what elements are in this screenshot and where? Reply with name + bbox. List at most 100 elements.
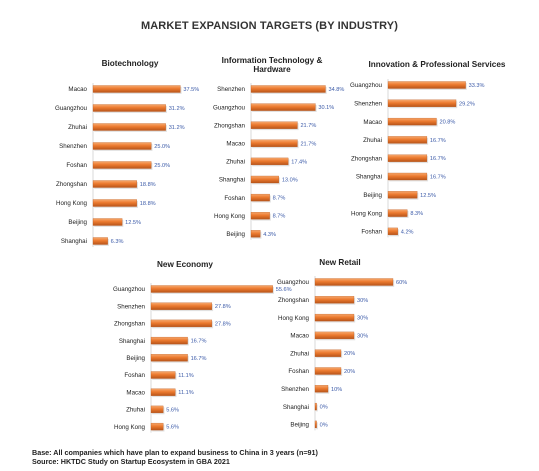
- bar: [150, 371, 176, 379]
- bar: [92, 104, 166, 112]
- value-label: 11.1%: [178, 390, 193, 396]
- value-label: 30.1%: [318, 105, 334, 111]
- bar: [387, 227, 398, 236]
- value-label: 18.8%: [140, 182, 156, 188]
- value-label: 5.6%: [166, 425, 179, 431]
- category-label: Beijing: [290, 422, 309, 429]
- category-label: Shanghai: [219, 177, 245, 184]
- bar: [150, 422, 164, 431]
- category-label: Shanghai: [119, 338, 145, 345]
- value-label: 6.3%: [111, 239, 124, 245]
- chart-panel-2: Information Technology & Hardware Shenzhen…: [213, 56, 344, 240]
- category-label: Zhongshan: [56, 181, 88, 188]
- bar: [250, 139, 298, 147]
- category-label: Zhuhai: [226, 159, 245, 166]
- bar-shadow: [316, 422, 318, 430]
- bar: [387, 81, 466, 89]
- category-label: Macao: [290, 333, 309, 340]
- value-label: 0%: [320, 405, 328, 411]
- value-label: 4.3%: [263, 232, 276, 238]
- bar: [314, 385, 329, 393]
- category-label: Macao: [226, 141, 245, 148]
- category-label: Beijing: [226, 231, 245, 238]
- category-label: Guangzhou: [113, 286, 146, 293]
- bar: [250, 85, 326, 93]
- category-label: Zhuhai: [68, 124, 87, 131]
- bar: [314, 367, 342, 375]
- value-label: 37.5%: [183, 87, 199, 93]
- value-label: 30%: [357, 316, 368, 322]
- value-label: 16.7%: [430, 175, 446, 181]
- bar: [92, 199, 137, 207]
- category-label: Guangzhou: [55, 105, 88, 112]
- value-label: 55.6%: [276, 287, 292, 293]
- value-label: 31.2%: [169, 106, 185, 112]
- panel-title: New Economy: [157, 260, 213, 269]
- value-label: 29.2%: [459, 101, 475, 107]
- value-label: 16.7%: [430, 156, 446, 162]
- bar: [387, 99, 457, 107]
- bar: [387, 154, 428, 162]
- value-label: 20.8%: [439, 120, 455, 126]
- bar: [387, 191, 418, 199]
- bar: [314, 331, 355, 340]
- category-label: Foshan: [66, 162, 87, 169]
- value-label: 17.4%: [291, 159, 307, 165]
- bar: [92, 161, 152, 169]
- category-label: Foshan: [224, 195, 245, 202]
- category-label: Zhuhai: [363, 137, 382, 144]
- bar: [150, 388, 176, 396]
- category-label: Hong Kong: [214, 213, 246, 220]
- bar: [250, 193, 270, 202]
- value-label: 0%: [320, 422, 328, 428]
- category-label: Hong Kong: [56, 200, 88, 207]
- category-label: Foshan: [361, 229, 382, 236]
- value-label: 8.7%: [273, 214, 286, 220]
- category-label: Shanghai: [61, 238, 87, 245]
- value-label: 12.5%: [420, 193, 436, 199]
- category-label: Guangzhou: [350, 82, 383, 89]
- category-label: Macao: [126, 389, 145, 396]
- value-label: 8.3%: [410, 211, 423, 217]
- category-label: Zhongshan: [351, 155, 383, 162]
- category-label: Beijing: [126, 355, 145, 362]
- bar: [150, 319, 213, 328]
- bar: [314, 313, 355, 322]
- value-label: 16.7%: [191, 356, 207, 362]
- bar: [92, 237, 108, 245]
- category-label: Macao: [363, 119, 382, 126]
- value-label: 11.1%: [178, 373, 193, 379]
- category-label: Shenzhen: [354, 101, 382, 108]
- value-label: 12.5%: [125, 220, 141, 226]
- bar: [150, 336, 188, 345]
- category-label: Zhongshan: [214, 122, 246, 129]
- category-label: Beijing: [363, 192, 382, 199]
- category-label: Shanghai: [356, 174, 382, 181]
- category-label: Hong Kong: [351, 210, 383, 217]
- value-label: 8.7%: [273, 196, 286, 202]
- category-label: Guangzhou: [213, 104, 246, 111]
- category-label: Hong Kong: [114, 424, 146, 431]
- category-label: Zhongshan: [114, 321, 146, 328]
- bar: [150, 302, 213, 310]
- bar: [314, 420, 317, 429]
- category-label: Beijing: [68, 219, 87, 226]
- bar: [250, 103, 316, 111]
- bar: [92, 218, 123, 226]
- bar: [250, 230, 261, 238]
- value-label: 16.7%: [191, 339, 207, 345]
- chart-panel-3: Innovation & Professional Services Guangz…: [350, 60, 506, 238]
- bar: [250, 175, 279, 184]
- category-label: Shenzhen: [217, 86, 245, 93]
- value-label: 21.7%: [300, 123, 316, 129]
- category-label: Shenzhen: [281, 386, 309, 393]
- category-label: Shanghai: [283, 404, 309, 411]
- bar: [150, 405, 164, 414]
- panel-title: Biotechnology: [102, 59, 159, 68]
- value-label: 30%: [357, 333, 368, 339]
- category-label: Macao: [68, 86, 87, 93]
- value-label: 18.8%: [140, 201, 156, 207]
- value-label: 20%: [344, 369, 355, 375]
- category-label: Shenzhen: [117, 303, 145, 310]
